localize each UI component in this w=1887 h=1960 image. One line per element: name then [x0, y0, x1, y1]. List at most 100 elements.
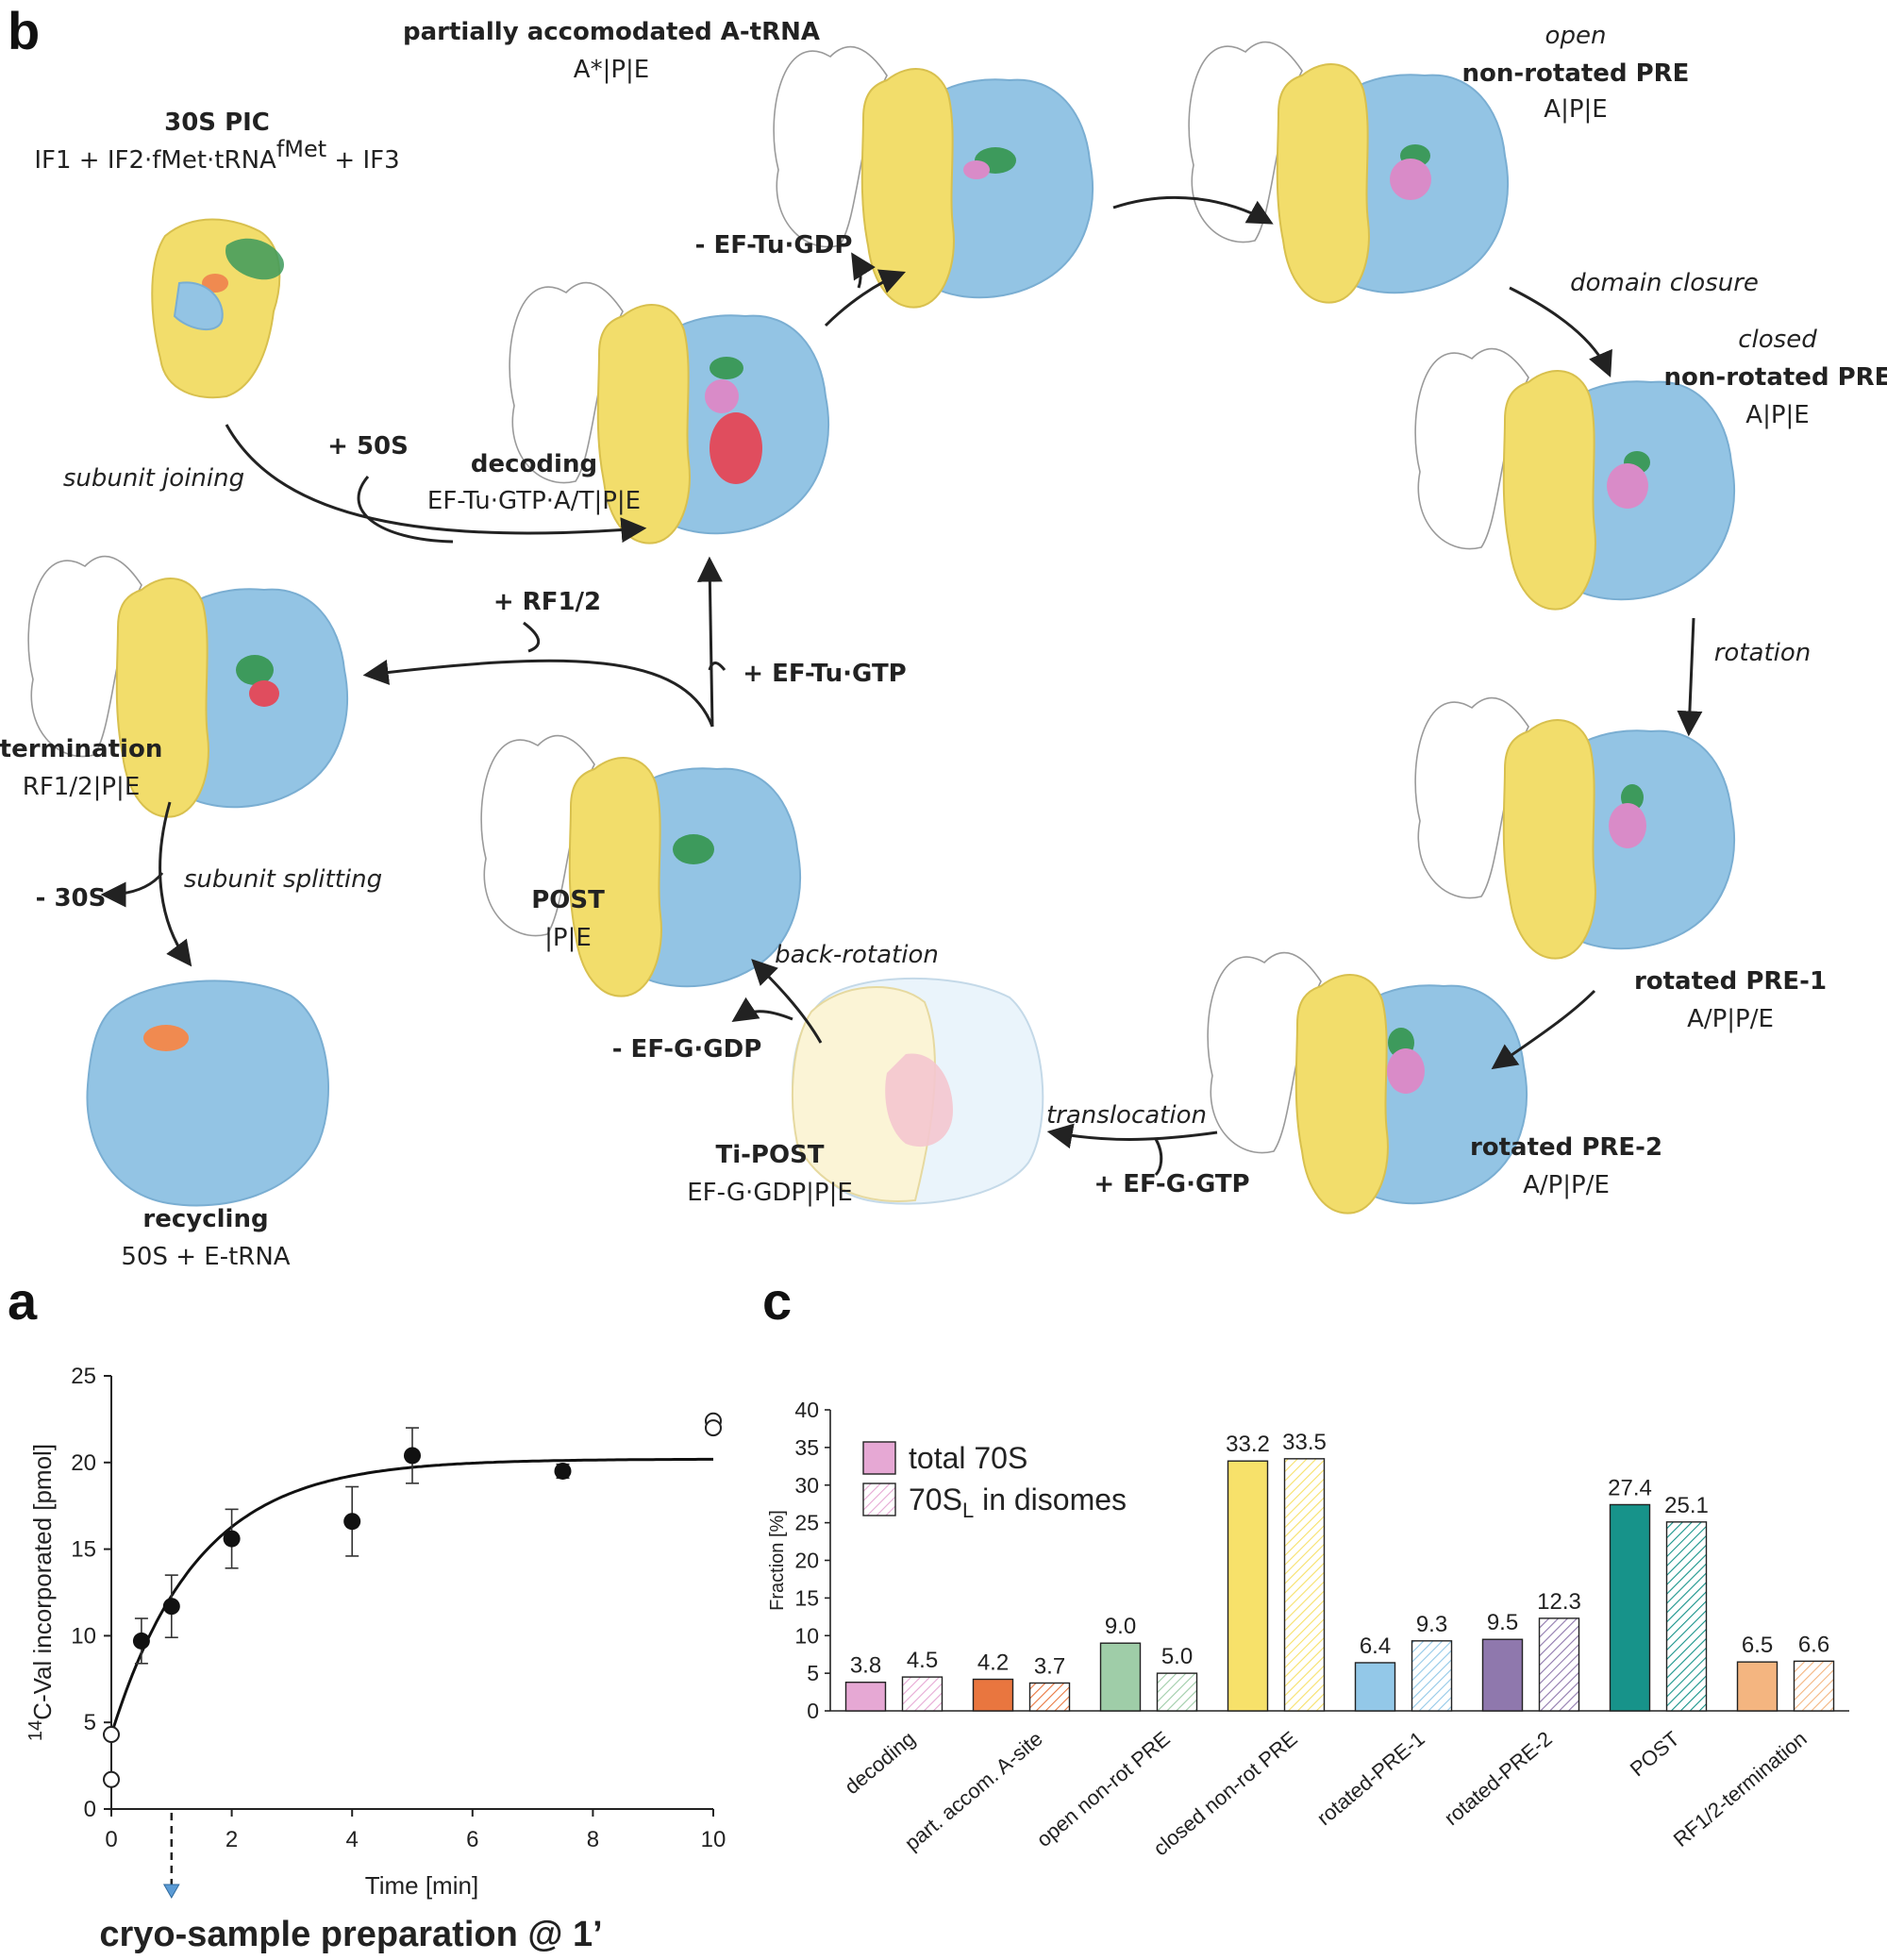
- termination-title: termination: [0, 735, 162, 763]
- category-label: part. accom. A-site: [900, 1727, 1047, 1855]
- bar: [1411, 1640, 1453, 1712]
- y-tick-label: 10: [71, 1623, 96, 1649]
- partial-title: partially accomodated A-tRNA: [403, 18, 820, 46]
- chart-a: 0 5 10 15 20 25 0 2 4 6 8 10 Time [min] 14C-Val incor…: [25, 1364, 726, 1954]
- open-pre-qualifier: open: [1545, 22, 1607, 50]
- category-label: RF1/2-termination: [1669, 1727, 1812, 1851]
- data-point: [554, 1462, 572, 1480]
- open-pre-title: non-rotated PRE: [1462, 59, 1690, 88]
- arrow-closure: [1509, 286, 1612, 377]
- arrow-to-rot2: [1491, 989, 1596, 1070]
- arrow-back-rotation: [751, 959, 823, 1044]
- y-axis-label: 14C-Val incorporated [pmol]: [25, 1444, 57, 1741]
- termination-structure: [27, 555, 348, 818]
- bar: [1481, 1638, 1524, 1712]
- category-label: rotated-PRE-2: [1440, 1727, 1557, 1831]
- open-pre-structure: [1188, 41, 1509, 304]
- decoding-title: decoding: [471, 450, 597, 478]
- pic-title: 30S PIC: [164, 109, 270, 137]
- data-point: [162, 1598, 180, 1616]
- bar-value-label: 3.7: [1034, 1653, 1065, 1679]
- label-plus-efg-gtp: + EF-G·GTP: [1094, 1170, 1249, 1198]
- closed-pre-qualifier: closed: [1738, 326, 1817, 354]
- arrow-efg-gtp: [1154, 1138, 1163, 1177]
- tipost-title: Ti-POST: [715, 1141, 824, 1169]
- rot2-title: rotated PRE-2: [1470, 1133, 1662, 1162]
- closed-pre-sub: A|P|E: [1745, 401, 1809, 429]
- label-plus-rf12: + RF1/2: [493, 588, 601, 616]
- y-tick-label: 20: [794, 1549, 819, 1573]
- bar-value-label: 33.5: [1282, 1430, 1327, 1455]
- arrow-minus-30s: [100, 872, 164, 908]
- closed-pre-title: non-rotated PRE: [1664, 363, 1887, 392]
- bar: [1099, 1642, 1142, 1712]
- bar: [1736, 1661, 1778, 1712]
- legend-label-text: total 70S: [909, 1441, 1027, 1475]
- category-label: rotated-PRE-1: [1312, 1727, 1429, 1831]
- pic-structure: [151, 218, 284, 399]
- bar-value-label: 6.6: [1798, 1632, 1829, 1657]
- bar: [1665, 1521, 1708, 1712]
- category-label: open non-rot PRE: [1032, 1727, 1175, 1851]
- bar: [1538, 1617, 1580, 1712]
- closed-pre-structure: [1414, 347, 1735, 611]
- bar: [901, 1676, 944, 1712]
- bar-value-label: 4.2: [977, 1650, 1009, 1676]
- arrow-splitting: [159, 801, 192, 967]
- data-point: [132, 1632, 150, 1650]
- label-rotation: rotation: [1714, 639, 1812, 667]
- category-label: decoding: [840, 1727, 919, 1800]
- arrow-to-partial: [824, 269, 907, 327]
- legend-label: total 70S: [909, 1441, 1027, 1475]
- post-sub: |P|E: [544, 924, 592, 952]
- label-minus-eftu-gdp: - EF-Tu·GDP: [695, 231, 853, 260]
- label-plus-50s: + 50S: [327, 432, 409, 461]
- panel-letter-b: b: [8, 1, 40, 60]
- recycling-sub: 50S + E-tRNA: [121, 1243, 290, 1271]
- y-tick-label: 5: [84, 1710, 96, 1735]
- y-tick-label: 10: [794, 1623, 819, 1648]
- arrow-plus-50s: [357, 476, 454, 544]
- bar: [1028, 1682, 1071, 1712]
- rot1-title: rotated PRE-1: [1634, 967, 1827, 996]
- legend-label-text: 70S: [909, 1483, 962, 1516]
- y-axis-label: Fraction [%]: [767, 1510, 788, 1611]
- y-tick-label: 0: [84, 1797, 96, 1822]
- arrow-eftu-gtp-branch: [708, 662, 726, 671]
- arrow-translocation: [1046, 1123, 1218, 1149]
- y-tick-label: 0: [807, 1699, 819, 1723]
- x-tick-label: 2: [225, 1827, 238, 1852]
- bar-value-label: 33.2: [1226, 1432, 1270, 1457]
- bar-value-label: 3.8: [850, 1653, 881, 1679]
- legend-swatch: [862, 1483, 896, 1516]
- y-tick-label: 40: [794, 1398, 819, 1422]
- annotation-marker-icon: [162, 1884, 180, 1900]
- partial-sub: A*|P|E: [574, 56, 649, 84]
- bar-value-label: 12.3: [1537, 1589, 1581, 1615]
- label-minus-efg-gdp: - EF-G·GDP: [612, 1035, 762, 1064]
- bar-value-label: 25.1: [1664, 1493, 1709, 1518]
- bar-value-label: 4.5: [907, 1648, 938, 1673]
- annotation-label: cryo-sample preparation @ 1’: [99, 1915, 602, 1954]
- data-point: [404, 1447, 421, 1465]
- open-pre-sub: A|P|E: [1544, 95, 1607, 124]
- data-point: [223, 1530, 241, 1548]
- rot1-structure: [1414, 696, 1735, 960]
- bar-value-label: 6.5: [1742, 1633, 1773, 1658]
- y-axis-label-text: C-Val incorporated [pmol]: [28, 1444, 57, 1720]
- x-axis-label: Time [min]: [365, 1871, 478, 1900]
- post-title: POST: [531, 886, 605, 914]
- y-axis-label-sup: 14: [25, 1720, 46, 1741]
- pic-sub-b: + IF3: [326, 146, 399, 175]
- open-data-point: [103, 1770, 120, 1788]
- pic-subtitle: IF1 + IF2·fMet·tRNAfMet + IF3: [34, 136, 399, 175]
- pic-sub-a: IF1 + IF2·fMet·tRNA: [34, 146, 276, 175]
- legend-swatch: [862, 1441, 896, 1475]
- recycling-title: recycling: [142, 1205, 268, 1233]
- open-data-point: [103, 1726, 120, 1744]
- x-tick-label: 6: [466, 1827, 478, 1852]
- post-structure: [480, 734, 801, 997]
- arrow-rf12-branch: [523, 621, 541, 653]
- rot2-structure: [1207, 951, 1528, 1215]
- legend-label: 70SL in disomes: [909, 1483, 1127, 1522]
